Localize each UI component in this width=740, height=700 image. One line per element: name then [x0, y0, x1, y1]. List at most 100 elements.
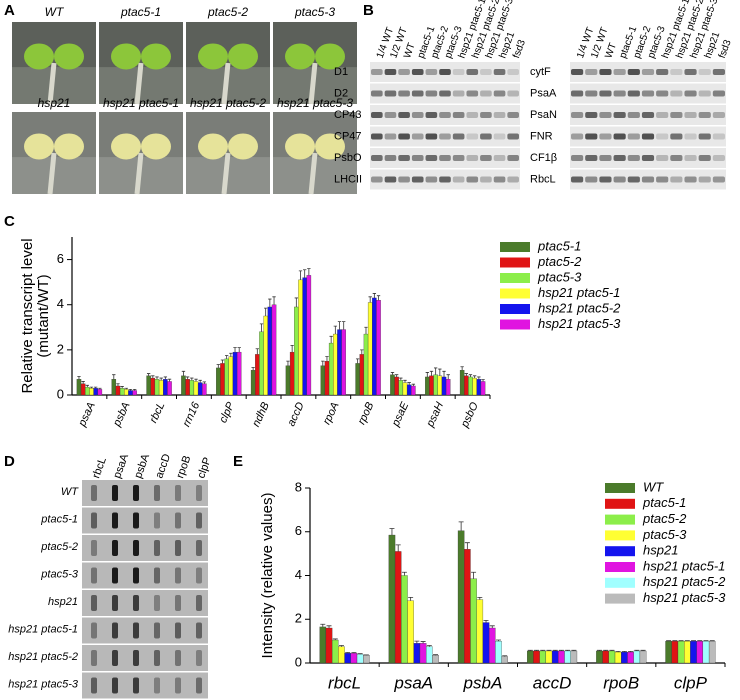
bar — [111, 379, 117, 396]
blot-strip — [370, 148, 520, 168]
bar — [457, 530, 465, 664]
blot-band — [613, 155, 626, 161]
error-bar — [194, 378, 198, 382]
cotyledon — [141, 43, 171, 70]
blot-band — [507, 112, 519, 118]
genotype-label: WT — [45, 5, 65, 19]
genotype-label: ptac5-3 — [40, 568, 79, 580]
genotype-label: ptac5-3 — [294, 5, 335, 19]
blot-band — [425, 176, 438, 183]
error-bar — [202, 381, 207, 384]
slot-band — [154, 567, 160, 584]
bar — [596, 650, 603, 664]
blot-band — [599, 155, 612, 161]
bar — [193, 381, 199, 396]
cotyledon — [285, 43, 315, 70]
blot-band — [439, 176, 451, 183]
bar — [328, 342, 334, 396]
blot-band — [627, 69, 640, 75]
error-bar — [264, 307, 268, 316]
bar — [331, 639, 339, 664]
bar — [372, 297, 377, 396]
blot-band — [585, 69, 598, 75]
blot-band — [684, 90, 697, 97]
error-bar — [333, 325, 338, 335]
blot-band — [480, 90, 492, 97]
blot-band — [371, 133, 383, 140]
legend-label: hsp21 ptac5-2 — [643, 574, 726, 589]
y-tick-label: 6 — [57, 251, 64, 266]
error-bar — [146, 373, 151, 376]
blot-band — [425, 112, 438, 118]
cotyledon — [54, 133, 84, 160]
blot-band — [599, 90, 612, 97]
x-tick-label: rbcL — [328, 673, 361, 692]
blot-strip — [370, 126, 520, 147]
error-bar — [198, 379, 202, 383]
seedling-stem — [47, 152, 57, 195]
slot-band — [133, 677, 139, 694]
blot-band — [670, 176, 683, 183]
legend-label: WT — [643, 479, 664, 494]
error-bar — [468, 374, 473, 377]
blot-band — [480, 176, 492, 183]
cotyledon — [141, 133, 171, 160]
legend-label: hsp21 ptac5-3 — [538, 316, 621, 331]
blot-band — [384, 69, 397, 75]
error-bar — [403, 379, 407, 383]
error-bar — [481, 379, 485, 382]
error-bar — [181, 370, 186, 376]
blot-band — [599, 133, 612, 140]
bar — [407, 600, 414, 664]
bar — [472, 377, 477, 396]
blot-band — [371, 155, 383, 161]
error-bar — [477, 376, 481, 380]
slot-band — [112, 677, 118, 694]
bar — [146, 375, 151, 396]
slot-band — [175, 677, 181, 694]
genotype-label: ptac5-1 — [120, 5, 161, 19]
slot-band — [196, 540, 202, 556]
bar — [702, 640, 710, 664]
error-bar — [290, 344, 294, 353]
y-tick-label: 6 — [295, 523, 302, 538]
legend-swatch — [605, 483, 635, 493]
bar — [167, 381, 172, 396]
error-bar — [460, 366, 464, 371]
protein-label: PsaN — [530, 109, 557, 121]
y-tick-label: 0 — [295, 654, 302, 669]
bar — [367, 302, 373, 396]
cotyledon — [228, 43, 258, 70]
bar — [495, 640, 502, 664]
bar — [89, 388, 94, 396]
slot-band — [112, 650, 118, 666]
blot-band — [684, 112, 697, 118]
bar — [163, 379, 168, 396]
blot-band — [480, 112, 492, 118]
blot-band — [507, 90, 519, 97]
slot-band — [196, 595, 202, 611]
bar — [93, 388, 98, 396]
slot-band — [175, 512, 181, 529]
legend-swatch — [500, 257, 530, 268]
blot-band — [712, 69, 725, 75]
bar — [665, 640, 672, 664]
bar — [696, 640, 704, 664]
error-bar — [372, 293, 377, 298]
bar — [263, 315, 268, 396]
legend-swatch — [605, 577, 635, 588]
bar — [425, 376, 430, 396]
legend-label: hsp21 ptac5-1 — [643, 558, 725, 573]
error-bar — [321, 360, 325, 366]
legend-swatch — [605, 530, 635, 541]
slot-band — [133, 622, 139, 639]
blot-band — [480, 69, 492, 75]
bar — [445, 379, 451, 396]
protein-label: RbcL — [530, 173, 556, 185]
bar — [419, 643, 427, 664]
bar — [608, 650, 616, 664]
error-bar — [389, 528, 395, 536]
blot-band — [585, 133, 598, 140]
error-bar — [376, 295, 381, 301]
